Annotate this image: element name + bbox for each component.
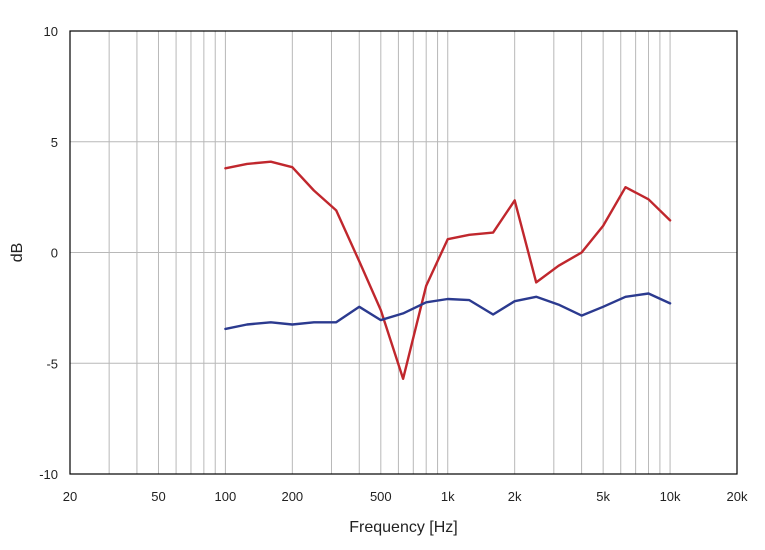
x-tick-label: 200 [281,489,303,504]
x-tick-label: 100 [215,489,237,504]
series-line-1 [224,160,672,380]
y-tick-label: 5 [51,135,58,150]
x-tick-label: 20 [63,489,77,504]
grid [70,31,737,474]
x-tick-label: 2k [508,489,522,504]
y-tick-labels: 10 5 0 -5 -10 [39,24,58,482]
x-axis-label: Frequency [Hz] [349,519,457,536]
x-tick-label: 1k [441,489,455,504]
x-tick-label: 50 [151,489,165,504]
plot-frame [69,30,738,475]
x-tick-label: 10k [660,489,681,504]
y-tick-label: -10 [39,467,58,482]
series-line-2 [224,292,672,331]
y-tick-label: 10 [44,24,58,39]
x-tick-label: 500 [370,489,392,504]
y-tick-label: -5 [46,356,58,371]
y-tick-label: 0 [51,246,58,261]
y-axis-label: dB [9,243,26,263]
x-tick-label: 5k [596,489,610,504]
x-tick-label: 20k [727,489,748,504]
series-group [224,160,672,380]
x-tick-labels: 20 50 100 200 500 1k 2k 5k 10k 20k [63,489,748,504]
